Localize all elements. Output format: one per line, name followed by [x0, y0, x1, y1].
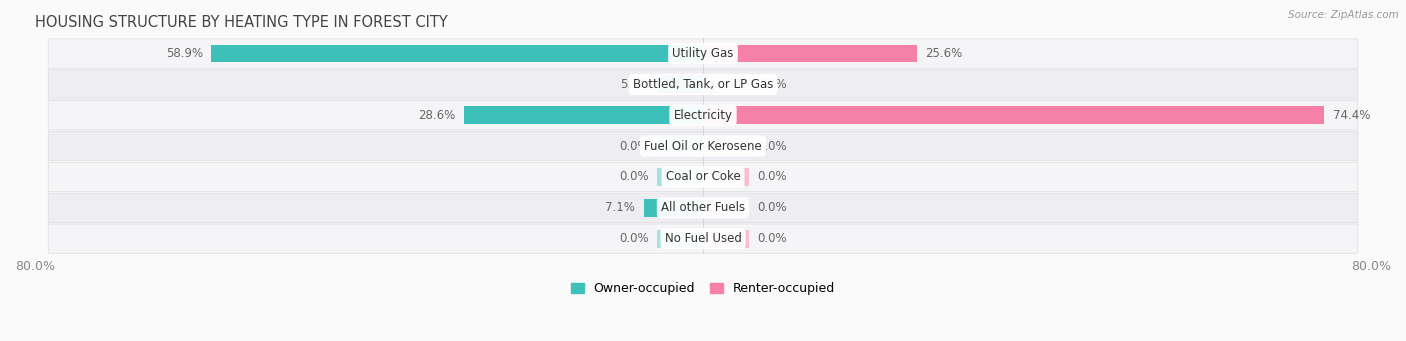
Text: Utility Gas: Utility Gas: [672, 47, 734, 60]
Text: 0.0%: 0.0%: [758, 232, 787, 245]
Text: All other Fuels: All other Fuels: [661, 201, 745, 214]
Text: 0.0%: 0.0%: [619, 139, 648, 152]
Text: Fuel Oil or Kerosene: Fuel Oil or Kerosene: [644, 139, 762, 152]
Bar: [703, 199, 749, 217]
Text: Bottled, Tank, or LP Gas: Bottled, Tank, or LP Gas: [633, 78, 773, 91]
Text: 74.4%: 74.4%: [1333, 109, 1369, 122]
FancyBboxPatch shape: [48, 101, 1358, 130]
Text: 0.0%: 0.0%: [758, 201, 787, 214]
Bar: [703, 106, 1324, 124]
Bar: [211, 45, 703, 62]
Bar: [703, 229, 749, 248]
Text: 0.0%: 0.0%: [758, 78, 787, 91]
Text: Source: ZipAtlas.com: Source: ZipAtlas.com: [1288, 10, 1399, 20]
Text: 0.0%: 0.0%: [619, 170, 648, 183]
Text: Coal or Coke: Coal or Coke: [665, 170, 741, 183]
Text: 0.0%: 0.0%: [758, 170, 787, 183]
Bar: [703, 137, 749, 155]
Bar: [657, 137, 703, 155]
FancyBboxPatch shape: [48, 39, 1358, 68]
FancyBboxPatch shape: [48, 224, 1358, 253]
Text: 28.6%: 28.6%: [419, 109, 456, 122]
Text: 7.1%: 7.1%: [606, 201, 636, 214]
Text: No Fuel Used: No Fuel Used: [665, 232, 741, 245]
Text: HOUSING STRUCTURE BY HEATING TYPE IN FOREST CITY: HOUSING STRUCTURE BY HEATING TYPE IN FOR…: [35, 15, 447, 30]
Bar: [703, 75, 749, 93]
Text: 58.9%: 58.9%: [166, 47, 202, 60]
Bar: [644, 199, 703, 217]
FancyBboxPatch shape: [48, 131, 1358, 161]
Text: 5.4%: 5.4%: [620, 78, 650, 91]
Text: 0.0%: 0.0%: [619, 232, 648, 245]
Legend: Owner-occupied, Renter-occupied: Owner-occupied, Renter-occupied: [571, 282, 835, 295]
FancyBboxPatch shape: [48, 70, 1358, 99]
Text: 25.6%: 25.6%: [925, 47, 962, 60]
Text: 0.0%: 0.0%: [758, 139, 787, 152]
Bar: [658, 75, 703, 93]
Bar: [657, 229, 703, 248]
FancyBboxPatch shape: [48, 193, 1358, 222]
Bar: [657, 168, 703, 186]
Bar: [464, 106, 703, 124]
Bar: [703, 168, 749, 186]
FancyBboxPatch shape: [48, 162, 1358, 192]
Bar: [703, 45, 917, 62]
Text: Electricity: Electricity: [673, 109, 733, 122]
